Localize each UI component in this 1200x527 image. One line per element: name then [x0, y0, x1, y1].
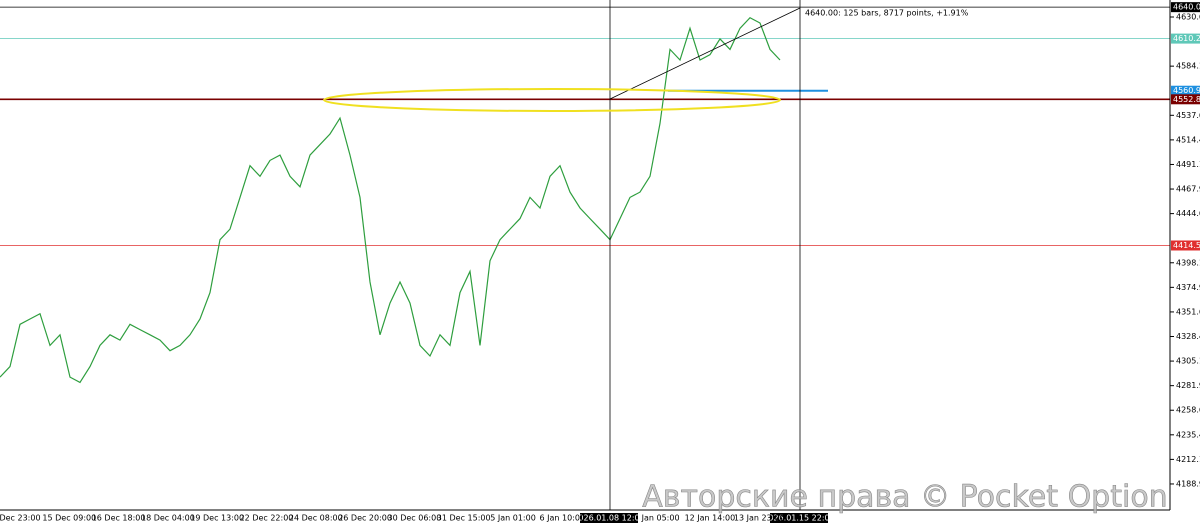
level-label-bg [1171, 85, 1200, 96]
crosshair-label: 2026.01.15 22:00 [763, 514, 834, 523]
y-tick-label: 4212.18 [1176, 455, 1200, 464]
x-tick-label: 16 Dec 18:00 [92, 514, 146, 523]
y-tick-label: 4444.68 [1176, 209, 1200, 218]
x-tick-label: 15 Dec 09:00 [42, 514, 96, 523]
x-tick-label: 24 Dec 08:00 [289, 514, 343, 523]
y-tick-label: 4328.43 [1176, 332, 1200, 341]
level-label: 4610.25 [1173, 34, 1200, 43]
y-tick-label: 4584.18 [1176, 62, 1200, 71]
y-tick-label: 4258.68 [1176, 406, 1200, 415]
y-tick-label: 4188.93 [1176, 479, 1200, 488]
x-tick-label: 12 Jan 14:00 [685, 514, 736, 523]
highlight-ellipse [323, 88, 781, 112]
level-label-bg [1171, 2, 1200, 13]
level-label-bg [1171, 33, 1200, 44]
x-tick-label: 26 Dec 20:00 [338, 514, 392, 523]
y-tick-label: 4537.68 [1176, 111, 1200, 120]
measure-annotation: 4640.00: 125 bars, 8717 points, +1.91% [805, 9, 969, 18]
x-tick-label: 13 Jan 23:00 [734, 514, 785, 523]
crosshair-label: 2026.01.08 12:00 [573, 514, 644, 523]
x-tick-label: 22 Dec 22:00 [240, 514, 294, 523]
y-tick-label: 4630.68 [1176, 12, 1200, 21]
x-tick-label: 6 Jan 10:00 [540, 514, 586, 523]
price-line [0, 16, 781, 384]
y-tick-label: 4398.18 [1176, 258, 1200, 267]
x-tick-label: 30 Dec 06:00 [387, 514, 441, 523]
y-tick-label: 4514.43 [1176, 135, 1200, 144]
level-label: 4414.52 [1173, 241, 1200, 250]
x-tick-label: Jan 05:00 [641, 514, 680, 523]
x-tick-label: 5 Jan 01:00 [490, 514, 536, 523]
y-tick-label: 4235.43 [1176, 430, 1200, 439]
level-label-bg [1171, 240, 1200, 251]
x-tick-label: 18 Dec 04:00 [141, 514, 195, 523]
level-label: 4552.83 [1173, 95, 1200, 104]
x-tick-label: 19 Dec 13:00 [190, 514, 244, 523]
y-tick-label: 4374.93 [1176, 283, 1200, 292]
y-tick-label: 4305.18 [1176, 357, 1200, 366]
trend-line [609, 7, 801, 100]
crosshair-label-bg [580, 513, 638, 523]
level-label: 4560.93 [1173, 86, 1200, 95]
watermark: Авторские права © Pocket Option [642, 480, 1167, 515]
crosshair-label-bg [770, 513, 828, 523]
y-tick-label: 4467.93 [1176, 185, 1200, 194]
level-label: 4640.00 [1173, 3, 1200, 12]
y-tick-label: 4491.18 [1176, 160, 1200, 169]
level-label-bg [1171, 94, 1200, 105]
x-tick-label: 31 Dec 15:00 [437, 514, 491, 523]
x-tick-label: Dec 23:00 [0, 514, 41, 523]
y-tick-label: 4281.93 [1176, 381, 1200, 390]
y-tick-label: 4351.68 [1176, 307, 1200, 316]
